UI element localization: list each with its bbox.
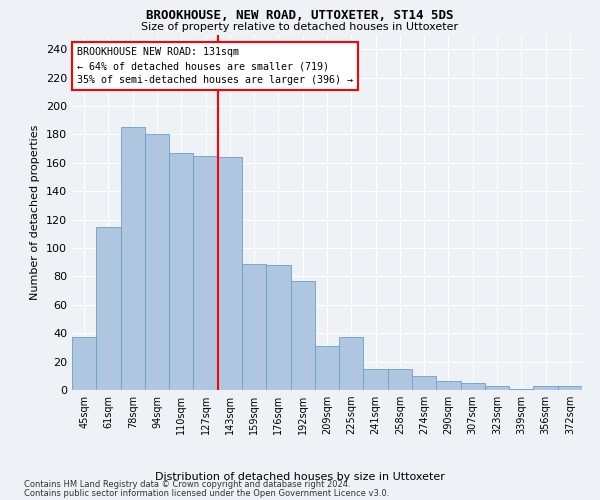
Bar — [242, 264, 266, 390]
Bar — [509, 388, 533, 390]
Bar — [218, 157, 242, 390]
Text: BROOKHOUSE NEW ROAD: 131sqm
← 64% of detached houses are smaller (719)
35% of se: BROOKHOUSE NEW ROAD: 131sqm ← 64% of det… — [77, 48, 353, 86]
Bar — [436, 382, 461, 390]
Bar — [145, 134, 169, 390]
Bar — [193, 156, 218, 390]
Bar — [72, 338, 96, 390]
Bar — [412, 376, 436, 390]
Text: Size of property relative to detached houses in Uttoxeter: Size of property relative to detached ho… — [142, 22, 458, 32]
Bar — [558, 386, 582, 390]
Text: Distribution of detached houses by size in Uttoxeter: Distribution of detached houses by size … — [155, 472, 445, 482]
Bar — [533, 386, 558, 390]
Bar — [339, 338, 364, 390]
Bar — [315, 346, 339, 390]
Bar — [266, 265, 290, 390]
Bar — [169, 153, 193, 390]
Y-axis label: Number of detached properties: Number of detached properties — [31, 125, 40, 300]
Text: Contains HM Land Registry data © Crown copyright and database right 2024.: Contains HM Land Registry data © Crown c… — [24, 480, 350, 489]
Bar — [121, 128, 145, 390]
Bar — [290, 280, 315, 390]
Text: BROOKHOUSE, NEW ROAD, UTTOXETER, ST14 5DS: BROOKHOUSE, NEW ROAD, UTTOXETER, ST14 5D… — [146, 9, 454, 22]
Text: Contains public sector information licensed under the Open Government Licence v3: Contains public sector information licen… — [24, 488, 389, 498]
Bar — [364, 368, 388, 390]
Bar — [388, 368, 412, 390]
Bar — [485, 386, 509, 390]
Bar — [96, 226, 121, 390]
Bar — [461, 383, 485, 390]
